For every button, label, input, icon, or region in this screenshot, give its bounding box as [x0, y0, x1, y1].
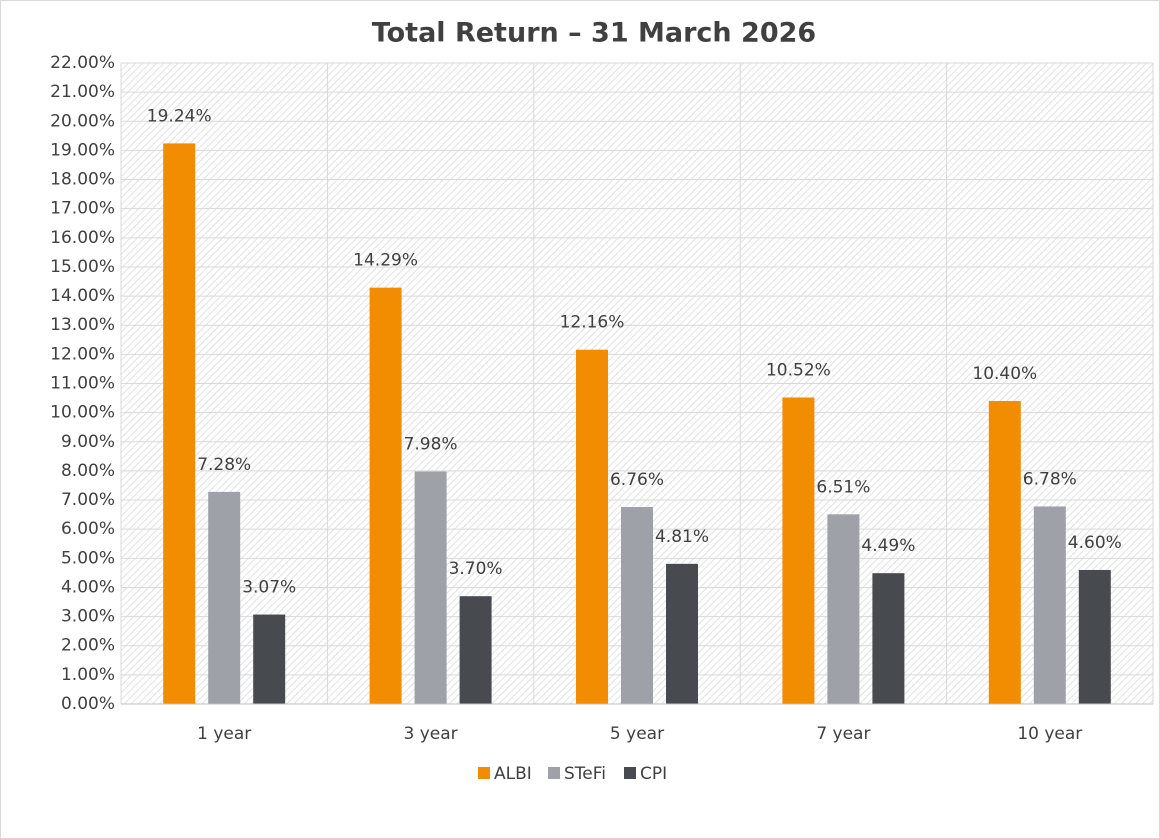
x-tick-label: 10 year [1017, 724, 1082, 744]
legend-swatch [624, 767, 636, 779]
value-label: 10.52% [766, 360, 831, 380]
bar [666, 563, 698, 704]
y-tick-label: 20.00% [50, 111, 115, 131]
bar [621, 507, 653, 704]
bar [253, 614, 286, 704]
y-tick-label: 8.00% [61, 461, 115, 481]
value-label: 6.51% [816, 477, 870, 497]
y-tick-label: 14.00% [50, 286, 115, 306]
y-tick-label: 11.00% [50, 374, 115, 394]
x-tick-label: 1 year [197, 724, 251, 744]
y-tick-label: 19.00% [50, 140, 115, 160]
bar [208, 491, 241, 704]
value-label: 19.24% [147, 106, 212, 126]
bar [988, 400, 1021, 704]
y-tick-label: 17.00% [50, 199, 115, 219]
x-tick-label: 3 year [404, 724, 458, 744]
y-tick-label: 0.00% [61, 694, 115, 714]
y-tick-label: 5.00% [61, 548, 115, 568]
legend-label: CPI [640, 764, 667, 784]
legend-label: STeFi [564, 764, 606, 784]
y-tick-label: 6.00% [61, 519, 115, 539]
bar [414, 471, 447, 704]
bar [163, 143, 196, 704]
bar [459, 596, 492, 704]
value-label: 3.70% [449, 559, 503, 579]
y-tick-label: 3.00% [61, 607, 115, 627]
x-tick-label: 5 year [610, 724, 664, 744]
bar [827, 514, 860, 704]
bar [576, 349, 608, 704]
value-label: 4.81% [655, 527, 709, 547]
value-label: 4.60% [1068, 533, 1122, 553]
legend-swatch [548, 767, 560, 779]
legend-label: ALBI [494, 764, 532, 784]
y-tick-label: 13.00% [50, 315, 115, 335]
value-label: 4.49% [861, 536, 915, 556]
bar [782, 397, 815, 704]
y-tick-label: 10.00% [50, 403, 115, 423]
value-label: 7.28% [197, 455, 251, 475]
y-tick-label: 1.00% [61, 665, 115, 685]
y-tick-label: 9.00% [61, 432, 115, 452]
bar [872, 573, 905, 704]
y-tick-label: 2.00% [61, 636, 115, 656]
value-label: 3.07% [242, 578, 296, 598]
chart-title: Total Return – 31 March 2026 [372, 18, 816, 49]
y-tick-label: 15.00% [50, 257, 115, 277]
bar [1033, 506, 1066, 704]
legend-swatch [478, 767, 490, 779]
x-tick-label: 7 year [816, 724, 870, 744]
value-label: 10.40% [972, 364, 1037, 384]
y-tick-label: 21.00% [50, 82, 115, 102]
bar [1078, 569, 1111, 704]
y-tick-label: 18.00% [50, 170, 115, 190]
y-tick-label: 16.00% [50, 228, 115, 248]
bar [369, 287, 402, 704]
value-label: 12.16% [560, 313, 625, 333]
value-label: 6.76% [610, 470, 664, 490]
y-tick-label: 4.00% [61, 577, 115, 597]
value-label: 6.78% [1023, 469, 1077, 489]
value-label: 14.29% [353, 251, 418, 271]
y-tick-label: 7.00% [61, 490, 115, 510]
y-tick-label: 12.00% [50, 344, 115, 364]
y-tick-label: 22.00% [50, 53, 115, 73]
value-label: 7.98% [404, 434, 458, 454]
